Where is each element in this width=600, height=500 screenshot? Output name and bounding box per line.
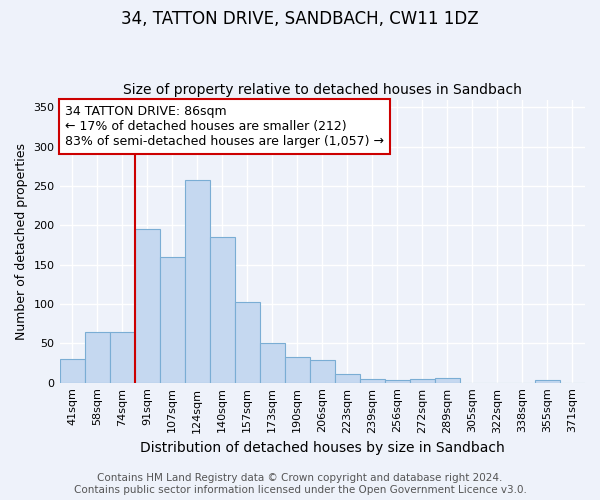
Bar — [235, 302, 260, 382]
Bar — [410, 378, 435, 382]
Text: 34 TATTON DRIVE: 86sqm
← 17% of detached houses are smaller (212)
83% of semi-de: 34 TATTON DRIVE: 86sqm ← 17% of detached… — [65, 105, 384, 148]
Bar — [335, 374, 360, 382]
Bar — [59, 359, 85, 382]
Bar — [535, 380, 560, 382]
Bar — [435, 378, 460, 382]
Bar — [110, 332, 134, 382]
Bar — [260, 344, 285, 382]
Y-axis label: Number of detached properties: Number of detached properties — [15, 142, 28, 340]
Bar — [310, 360, 335, 382]
Text: 34, TATTON DRIVE, SANDBACH, CW11 1DZ: 34, TATTON DRIVE, SANDBACH, CW11 1DZ — [121, 10, 479, 28]
Title: Size of property relative to detached houses in Sandbach: Size of property relative to detached ho… — [123, 83, 522, 97]
Bar — [85, 332, 110, 382]
Bar — [160, 257, 185, 382]
Bar — [360, 378, 385, 382]
Text: Contains HM Land Registry data © Crown copyright and database right 2024.
Contai: Contains HM Land Registry data © Crown c… — [74, 474, 526, 495]
Bar — [185, 180, 209, 382]
X-axis label: Distribution of detached houses by size in Sandbach: Distribution of detached houses by size … — [140, 441, 505, 455]
Bar — [134, 230, 160, 382]
Bar — [209, 237, 235, 382]
Bar — [385, 380, 410, 382]
Bar — [285, 356, 310, 382]
